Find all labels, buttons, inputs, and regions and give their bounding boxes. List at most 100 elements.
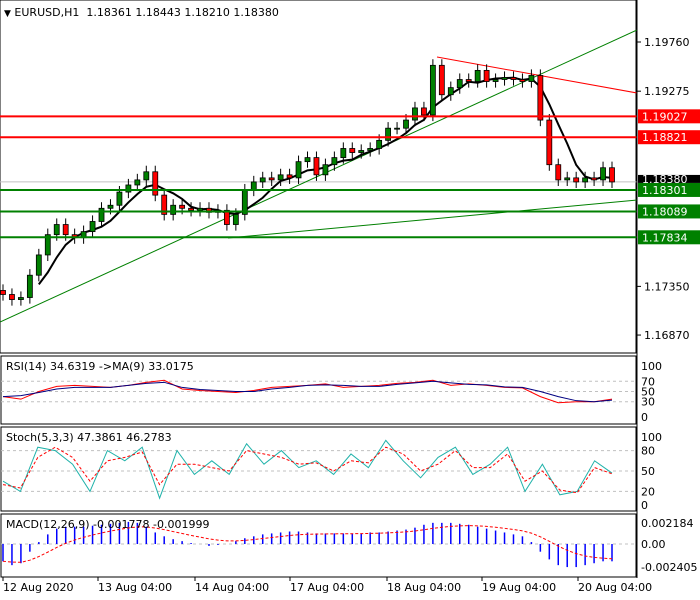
macd-signal-line <box>2 525 613 563</box>
moving-average-line <box>38 76 613 285</box>
candle-body <box>223 209 230 225</box>
time-label: 20 Aug 04:00 <box>578 581 652 594</box>
candle-body <box>259 177 266 183</box>
price-tick-label: 1.19275 <box>644 85 690 98</box>
indicator-tick-label: 0 <box>641 499 648 512</box>
candle-body <box>403 119 409 129</box>
close-value: 1.18380 <box>233 6 279 19</box>
candle-body <box>358 150 365 153</box>
support-level-label: 1.18089 <box>642 205 688 218</box>
symbol-label: EURUSD,H1 <box>14 6 80 19</box>
support-level-label: 1.18301 <box>642 184 688 197</box>
indicator-tick-label: 0.002184 <box>641 517 694 530</box>
candle-body <box>134 179 141 186</box>
candle-body <box>564 177 571 181</box>
resistance-level-label: 1.18821 <box>642 131 688 144</box>
candle-body <box>179 204 186 209</box>
candle-body <box>188 207 194 211</box>
candle-body <box>161 194 168 215</box>
time-label: 19 Aug 04:00 <box>482 581 556 594</box>
candle-body <box>125 184 132 193</box>
resistance-level-label: 1.19027 <box>642 110 688 123</box>
candle-body <box>456 79 463 89</box>
candle-body <box>600 167 606 181</box>
indicator-tick-label: 0 <box>641 411 648 424</box>
resistance-level-label-bg <box>638 130 700 145</box>
long-trendline-support <box>0 29 638 323</box>
candle-body <box>483 69 490 82</box>
price-panel-frame <box>0 0 637 354</box>
time-label: 13 Aug 04:00 <box>98 581 172 594</box>
chart-header: ▼ EURUSD,H1 1.18361 1.18443 1.18210 1.18… <box>4 6 279 19</box>
candle-body <box>537 75 544 121</box>
price-panel <box>0 29 638 323</box>
current-price-label-bg <box>638 174 700 183</box>
candle-body <box>429 64 436 116</box>
candle-body <box>9 294 15 300</box>
high-value: 1.18443 <box>135 6 181 19</box>
time-label: 17 Aug 04:00 <box>290 581 364 594</box>
candle-body <box>573 177 580 183</box>
macd-panel <box>1 521 636 568</box>
candle-body <box>367 148 374 151</box>
candle-body <box>421 107 427 116</box>
candle-body <box>501 77 508 80</box>
rsi-ma-line <box>2 380 613 403</box>
indicator-tick-label: 20 <box>641 485 655 498</box>
time-label: 14 Aug 04:00 <box>195 581 269 594</box>
support-level-label-bg <box>638 182 700 197</box>
macd-panel-frame <box>0 513 637 578</box>
support-level-label-bg <box>638 230 700 245</box>
candle-body <box>304 157 311 163</box>
candle-body <box>609 167 615 183</box>
candle-body <box>591 177 597 181</box>
collapse-triangle-icon[interactable]: ▼ <box>4 9 11 19</box>
indicator-tick-label: 50 <box>641 386 655 399</box>
candle-body <box>438 64 445 96</box>
candle-body <box>98 207 105 222</box>
price-tick-label: 1.19760 <box>644 36 690 49</box>
candle-body <box>26 274 33 298</box>
resistance-level-label-bg <box>638 109 700 124</box>
macd-title: MACD(12,26,9) -0.001778 -0.001999 <box>6 518 210 531</box>
stoch-d-line <box>2 446 613 494</box>
rsi-title: RSI(14) 34.6319 ->MA(9) 33.0175 <box>6 360 194 373</box>
candle-body <box>62 224 69 236</box>
open-value: 1.18361 <box>86 6 132 19</box>
rsi-panel <box>1 379 636 404</box>
candle-body <box>474 69 481 82</box>
support-level-label-bg <box>638 204 700 219</box>
candle-body <box>197 207 203 211</box>
candle-body <box>447 87 454 96</box>
indicator-tick-label: 100 <box>641 360 662 373</box>
candle-body <box>331 157 338 166</box>
candle-body <box>349 148 356 153</box>
stoch-title: Stoch(5,3,3) 47.3861 46.2783 <box>6 431 172 444</box>
candle-body <box>492 79 499 82</box>
trendline-resistance <box>436 56 638 94</box>
candle-body <box>313 157 320 176</box>
candle-body <box>510 77 517 80</box>
candle-body <box>250 181 257 191</box>
time-label: 12 Aug 2020 <box>3 581 73 594</box>
candle-body <box>268 177 275 181</box>
indicator-tick-label: 100 <box>641 431 662 444</box>
candle-body <box>232 213 239 225</box>
candle-body <box>277 174 284 181</box>
candle-body <box>528 75 535 82</box>
time-label: 18 Aug 04:00 <box>387 581 461 594</box>
rsi-panel-frame <box>0 355 637 425</box>
indicator-tick-label: -0.002405 <box>641 561 697 574</box>
candle-body <box>412 107 418 121</box>
short-trendline-support <box>227 199 638 239</box>
indicator-tick-label: 50 <box>641 465 655 478</box>
candle-body <box>322 164 329 176</box>
candle-body <box>0 290 6 295</box>
candle-body <box>143 171 150 181</box>
stochastic-panel <box>1 439 636 500</box>
candle-body <box>519 79 526 82</box>
candle-body <box>116 191 123 206</box>
candle-body <box>170 204 177 215</box>
